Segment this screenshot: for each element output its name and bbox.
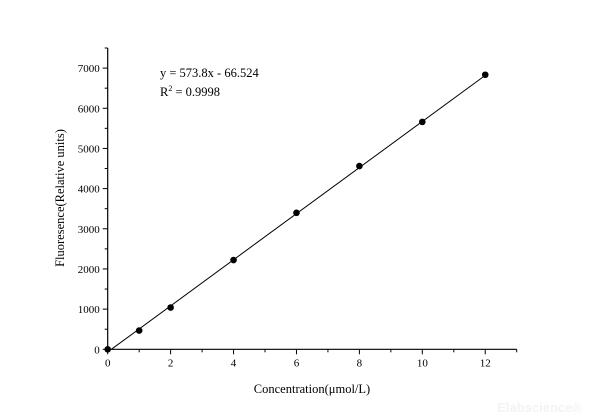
x-tick-label: 6: [294, 357, 300, 369]
data-point: [481, 71, 489, 79]
data-point: [230, 256, 237, 264]
x-tick-label: 12: [480, 357, 491, 369]
data-point: [419, 118, 426, 126]
data-point: [104, 346, 111, 353]
x-tick-label: 0: [105, 357, 111, 369]
r-squared: R2 = 0.9998: [160, 84, 220, 99]
x-axis-label: Concentration(μmol/L): [254, 382, 370, 396]
y-tick-label: 6000: [78, 103, 101, 115]
y-tick-label: 7000: [78, 63, 101, 75]
data-point: [135, 327, 143, 334]
data-points: [104, 71, 489, 353]
x-tick-label: 4: [231, 357, 237, 369]
x-tick-label: 10: [417, 357, 429, 369]
fit-equation: y = 573.8x - 66.524: [160, 66, 259, 80]
y-tick-label: 2000: [78, 264, 101, 276]
axes: 0 2 4 6 8 10 12 0 1000 2000 3000 4000 5000 6000 7000: [78, 47, 518, 369]
watermark: Elabscience®: [497, 400, 582, 415]
x-tick-label: 8: [357, 357, 363, 369]
y-tick-label: 3000: [78, 224, 101, 236]
data-point: [356, 162, 363, 170]
y-tick-label: 0: [94, 344, 100, 356]
y-axis-label: Fluoresence(Relative units): [53, 129, 67, 267]
y-tick-label: 4000: [78, 184, 101, 196]
x-tick-label: 2: [168, 357, 174, 369]
data-point: [293, 209, 300, 217]
y-tick-label: 1000: [78, 304, 101, 316]
y-tick-label: 5000: [78, 143, 101, 155]
data-point: [167, 304, 174, 311]
